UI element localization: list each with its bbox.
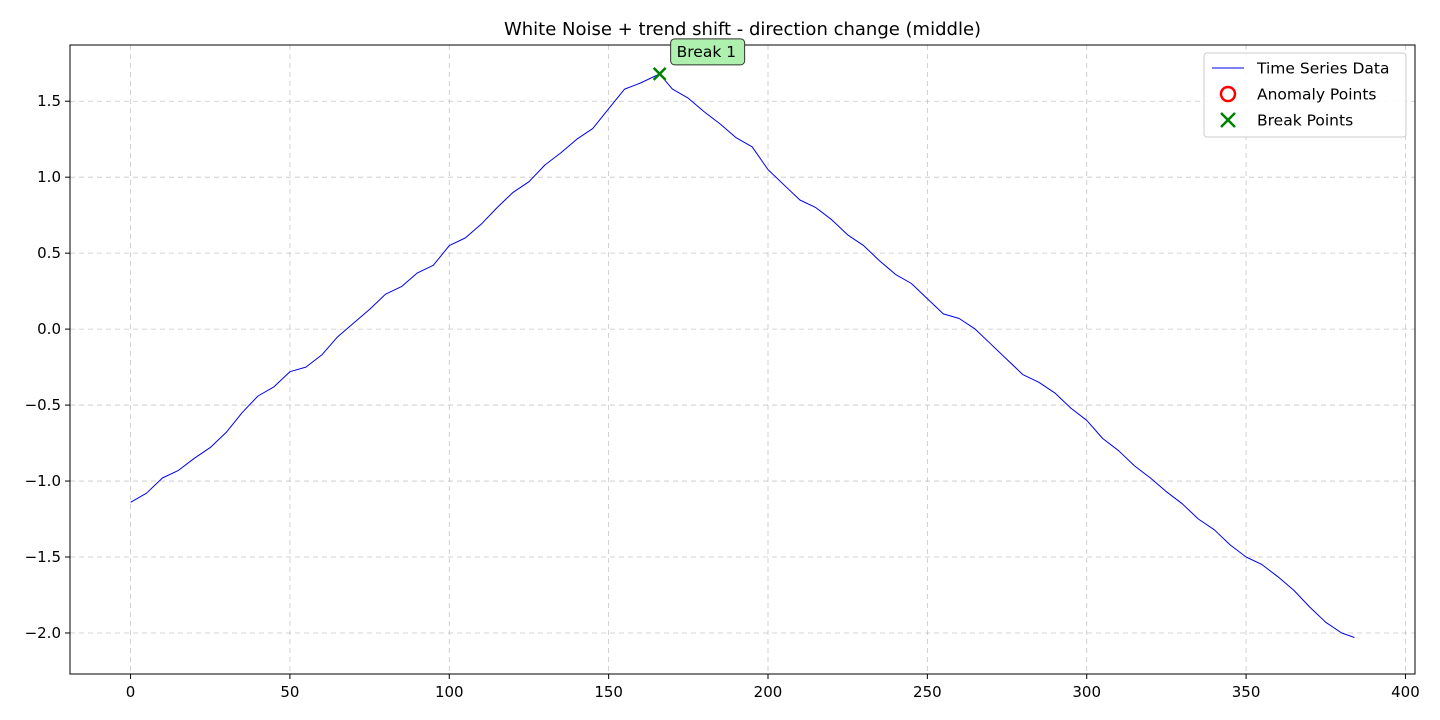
legend-box xyxy=(1203,52,1407,138)
annotation-label: Break 1 xyxy=(670,38,746,66)
series-line xyxy=(130,73,1355,638)
axes: 0 50 100 150 200 250 300 350 400 −2.0 −1.5 −1.0 −0.5… xyxy=(25,44,1420,701)
break-point-marker xyxy=(652,66,667,81)
y-tick-label: 0.5 xyxy=(37,244,61,262)
legend-entry: Break Points xyxy=(1220,112,1353,130)
legend-x-swatch xyxy=(1220,112,1236,128)
x-tick-label: 100 xyxy=(435,683,464,701)
legend-label: Break Points xyxy=(1257,112,1353,130)
axes-frame xyxy=(69,44,1416,675)
legend-circle-swatch xyxy=(1219,85,1237,103)
legend: Time Series Data Anomaly Points Break Poin… xyxy=(1203,52,1407,138)
x-tick-label: 300 xyxy=(1072,683,1101,701)
x-tick-label: 150 xyxy=(594,683,623,701)
annotation-text: Break 1 xyxy=(677,43,736,61)
x-tick-label: 200 xyxy=(754,683,783,701)
y-tick-label: −2.0 xyxy=(25,624,61,642)
x-tick-label: 400 xyxy=(1391,683,1420,701)
y-tick-label: 1.5 xyxy=(37,92,61,110)
annotations: Break 1 xyxy=(670,38,746,66)
legend-entry: Anomaly Points xyxy=(1219,85,1376,104)
x-tick-label: 0 xyxy=(126,683,136,701)
annotation-box xyxy=(670,38,746,66)
plot-area xyxy=(130,66,1355,638)
legend-entry: Time Series Data xyxy=(1212,60,1389,78)
x-tick-label: 350 xyxy=(1232,683,1261,701)
y-tick-label: −0.5 xyxy=(25,396,61,414)
y-tick-label: 0.0 xyxy=(37,320,61,338)
x-tick-label: 250 xyxy=(913,683,942,701)
legend-label: Time Series Data xyxy=(1256,60,1389,78)
grid xyxy=(70,45,1415,674)
y-tick-label: −1.5 xyxy=(25,548,61,566)
legend-label: Anomaly Points xyxy=(1257,86,1376,104)
chart-title: White Noise + trend shift - direction ch… xyxy=(504,19,981,40)
break-point-stroke xyxy=(652,66,667,81)
y-tick-label: 1.0 xyxy=(37,168,61,186)
y-tick-label: −1.0 xyxy=(25,472,61,490)
x-tick-label: 50 xyxy=(280,683,299,701)
